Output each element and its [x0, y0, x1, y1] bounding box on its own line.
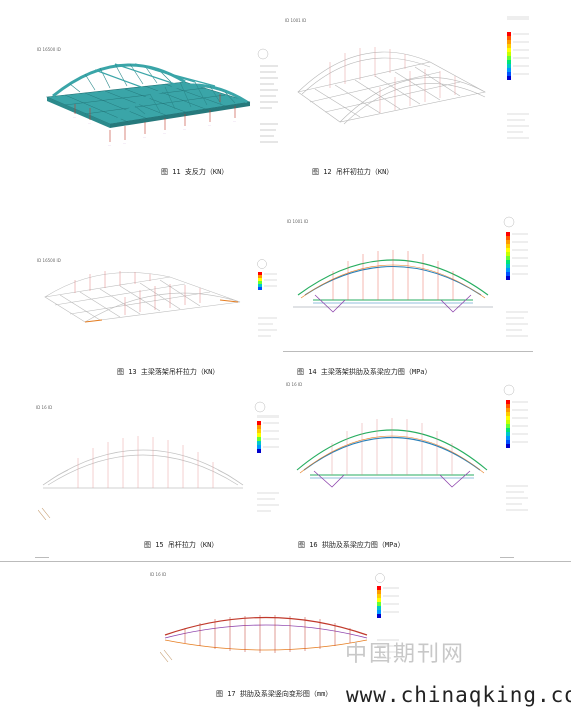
caption-fig13: 图 13 主梁落架吊杆拉力（KN） — [117, 368, 220, 376]
figure-11-support-reaction-model: ··· ··· ··· ··· ··· ··· ··· ··· ··· — [45, 63, 251, 147]
page-break-mark-left — [35, 557, 49, 558]
caption-fig17: 图 17 拱肋及系梁竖向变形图（mm） — [216, 690, 333, 698]
svg-text:···: ··· — [233, 119, 236, 123]
figure-17-vertical-deformation — [160, 615, 368, 663]
caption-fig15: 图 15 吊杆拉力（KN） — [144, 541, 219, 549]
watermark-url: www.chinaqking.com — [346, 683, 571, 707]
panel-label-fig13: ID 16500 ID — [37, 258, 61, 263]
page-break-line — [0, 561, 571, 562]
panel-label-fig17: ID 16 ID — [150, 572, 167, 577]
legend-panel-fig14 — [503, 216, 528, 337]
panel-label-fig11: ID 16500 ID — [37, 47, 61, 52]
panel-label-fig14: ID 1001 ID — [287, 219, 309, 224]
svg-text:···: ··· — [183, 127, 186, 131]
caption-fig16: 图 16 拱肋及系梁应力图（MPa） — [298, 541, 405, 549]
figure-15-hanger-tension — [38, 436, 244, 520]
panel-label-fig16: ID 16 ID — [286, 382, 303, 387]
legend-panel-fig17 — [375, 573, 399, 659]
caption-fig14: 图 14 主梁落架拱肋及系梁应力图（MPa） — [297, 368, 432, 376]
watermark-chinese: 中国期刊网 — [345, 642, 466, 667]
figure-12-hanger-initial-tension — [297, 47, 486, 125]
svg-text:···: ··· — [108, 143, 111, 147]
legend-panel-fig11 — [257, 48, 278, 143]
figure-14-frame-line — [283, 351, 533, 352]
legend-panel-fig12 — [507, 16, 529, 139]
caption-fig12: 图 12 吊杆初拉力（KN） — [312, 168, 394, 176]
panel-label-fig15: ID 16 ID — [36, 405, 53, 410]
legend-panel-fig16 — [503, 384, 528, 511]
figure-13-hanger-tension-after-release — [44, 271, 241, 323]
figure-16-arch-and-tie-beam-stress — [296, 418, 488, 488]
svg-text:···: ··· — [163, 131, 166, 135]
svg-text:···: ··· — [208, 123, 211, 127]
svg-text:···: ··· — [123, 141, 126, 145]
panel-label-fig12: ID 1001 ID — [285, 18, 307, 23]
figure-14-arch-and-tie-beam-stress — [293, 250, 493, 313]
legend-panel-fig13 — [257, 259, 277, 337]
caption-fig11: 图 11 支反力（KN） — [161, 168, 229, 176]
svg-text:···: ··· — [73, 115, 76, 119]
legend-panel-fig15 — [254, 401, 279, 512]
svg-text:···: ··· — [88, 121, 91, 125]
page-break-mark-right — [500, 557, 514, 558]
svg-text:···: ··· — [143, 135, 146, 139]
